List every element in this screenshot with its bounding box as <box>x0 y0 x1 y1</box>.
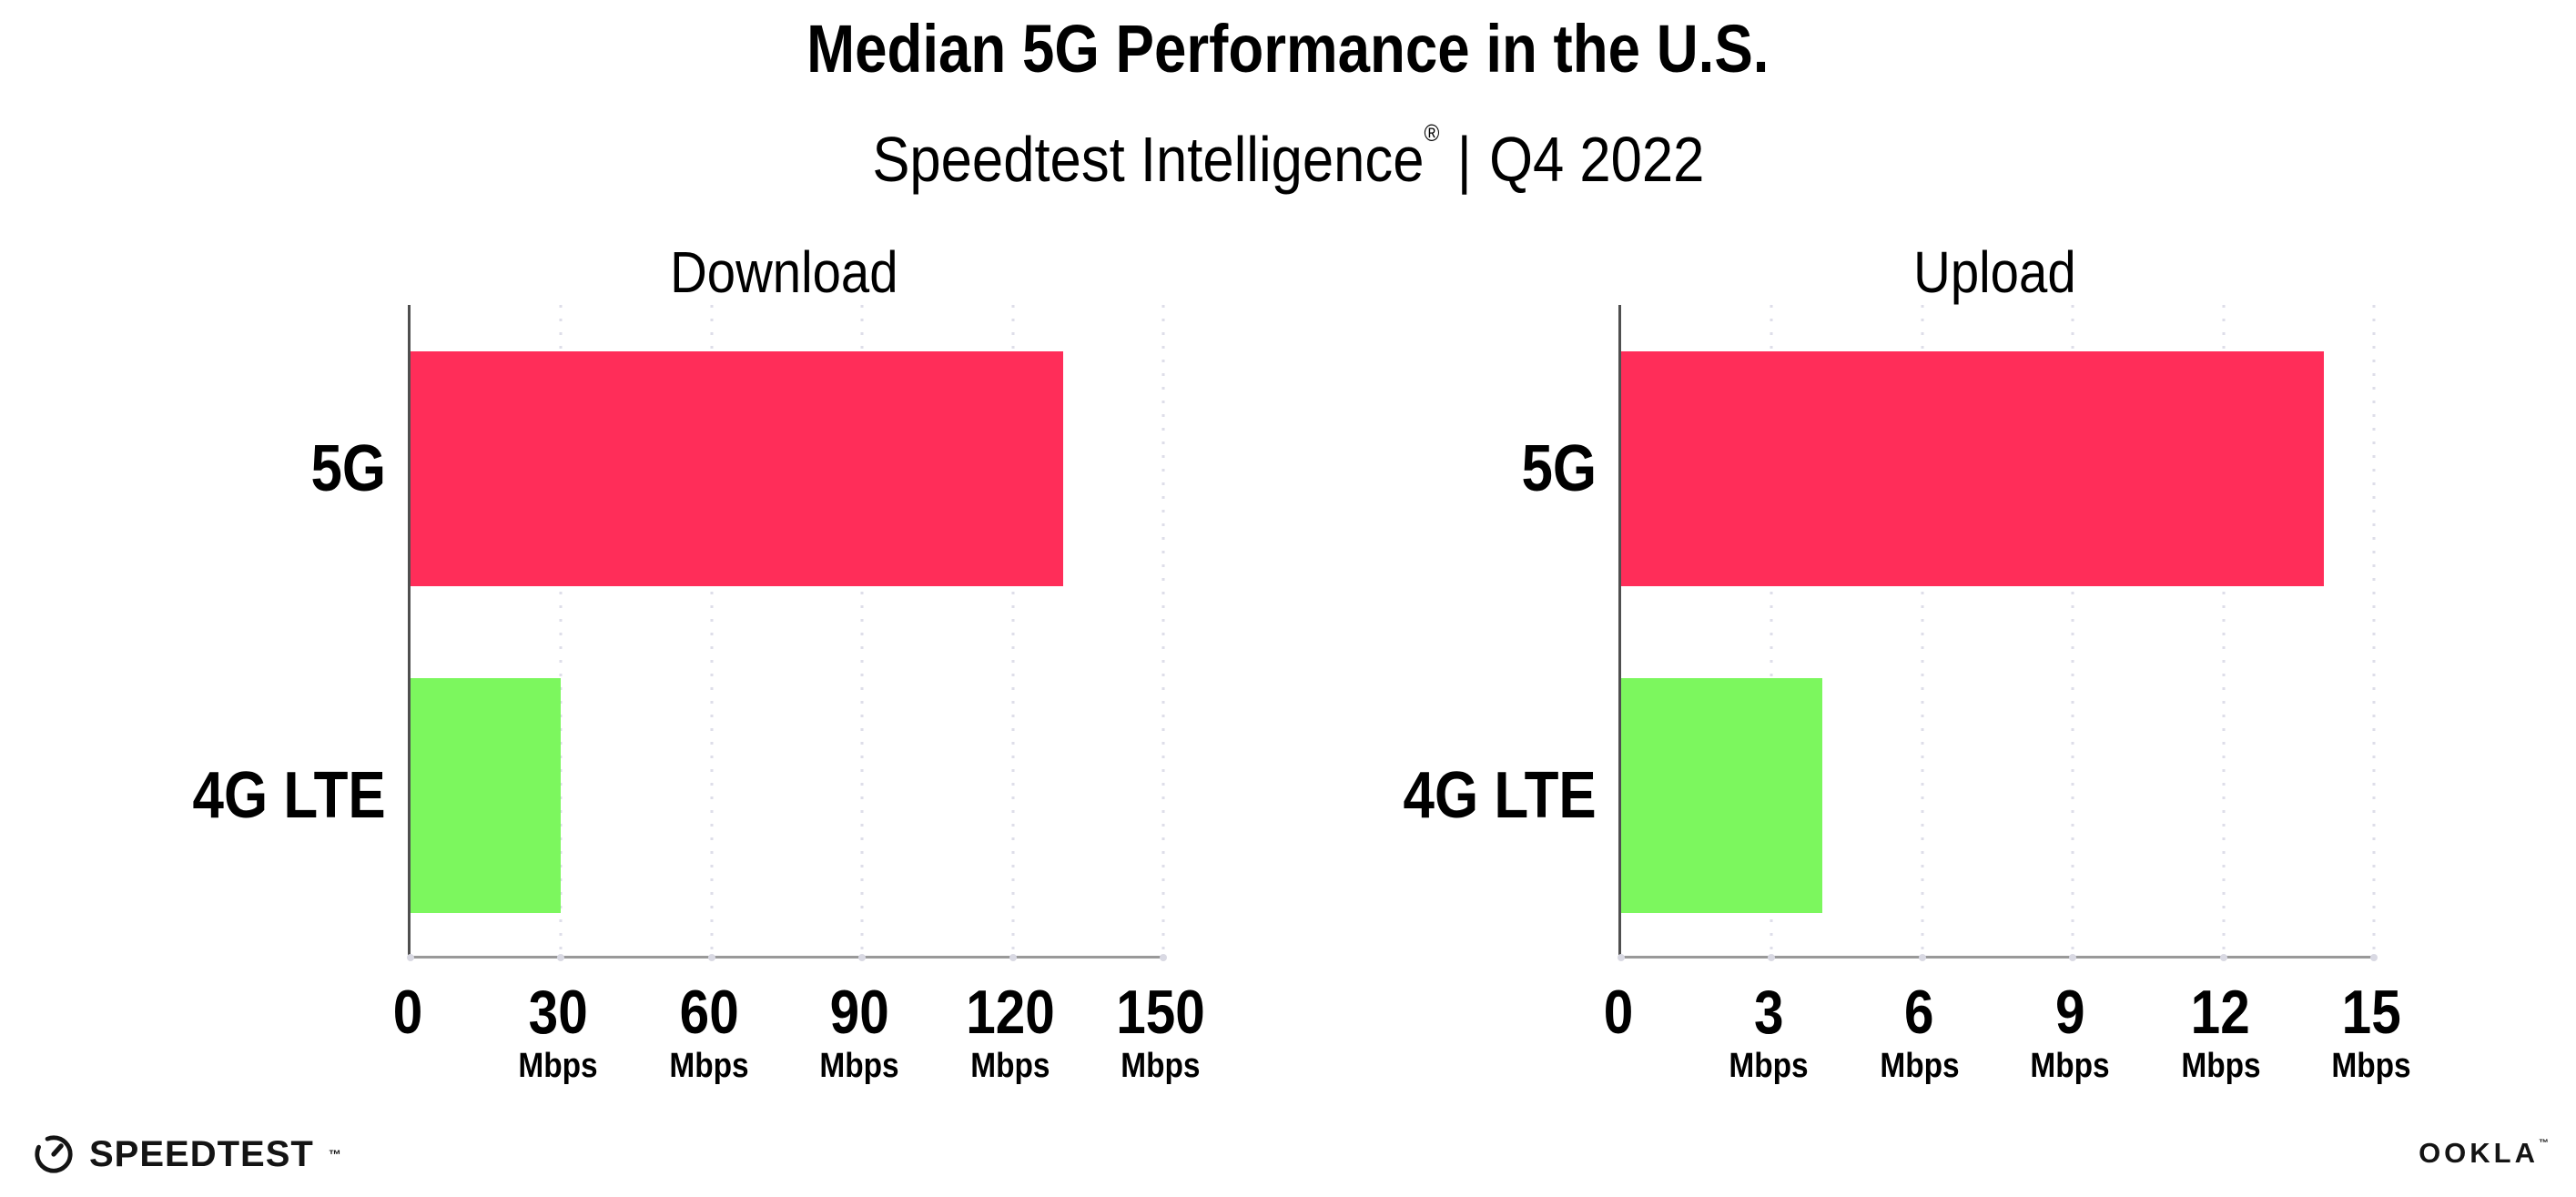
category-label-5g: 5G <box>1347 305 1618 632</box>
gridline-150 <box>1161 305 1165 956</box>
x-tick-value: 120 <box>965 978 1055 1047</box>
upload-x-axis: 0 3 Mbps 6 Mbps 9 Mbps 12 Mbps 15 Mbps <box>1604 980 2411 1108</box>
category-label-text: 5G <box>1521 431 1597 505</box>
bar-4g-lte <box>411 678 562 913</box>
gridline-6 <box>1921 305 1924 956</box>
gridline-15 <box>2372 305 2376 956</box>
x-tick-unit: Mbps <box>518 1047 599 1085</box>
x-tick-6: 6 Mbps <box>1874 980 1964 1084</box>
x-tick-unit: Mbps <box>669 1047 749 1085</box>
x-tick-unit: Mbps <box>2030 1047 2110 1085</box>
x-tick-value: 0 <box>392 978 423 1047</box>
x-tick-9: 9 Mbps <box>2025 980 2115 1084</box>
registered-mark: ® <box>1424 119 1439 147</box>
tick-dot-0 <box>1618 954 1625 961</box>
gridline-9 <box>2071 305 2074 956</box>
upload-plot-row: 5G 4G LTE <box>1347 305 2408 961</box>
x-tick-value: 150 <box>1116 978 1205 1047</box>
bar-4g-lte <box>1621 678 1822 913</box>
page-subtitle-text: Speedtest Intelligence® | Q4 2022 <box>872 93 1704 199</box>
speedometer-icon <box>35 1135 73 1173</box>
category-label-text: 4G LTE <box>1403 758 1597 832</box>
upload-plot-area <box>1618 305 2378 961</box>
gridline-12 <box>2222 305 2226 956</box>
x-tick-value: 6 <box>1904 978 1935 1047</box>
x-tick-value: 60 <box>679 978 739 1047</box>
tick-dot-30 <box>557 954 565 961</box>
bar-5g <box>1621 351 2324 586</box>
ookla-logo: OOKLA™ <box>2419 1137 2549 1170</box>
upload-chart-title: Upload <box>1618 218 2371 305</box>
x-tick-90: 90 Mbps <box>815 980 905 1084</box>
gridline-30 <box>559 305 563 956</box>
category-label-text: 4G LTE <box>192 758 386 832</box>
category-label-4g-lte: 4G LTE <box>137 632 408 959</box>
tick-dot-3 <box>1768 954 1776 961</box>
speedtest-trademark: ™ <box>328 1147 341 1161</box>
x-tick-unit: Mbps <box>1880 1047 1960 1085</box>
upload-chart: Upload 5G 4G LTE 0 3 Mbps 6 Mbps 9 Mbps 12 Mbps 15… <box>1347 218 2411 1129</box>
x-tick-12: 12 Mbps <box>2175 980 2266 1084</box>
tick-dot-90 <box>858 954 867 961</box>
x-tick-value: 30 <box>528 978 588 1047</box>
download-chart: Download 5G 4G LTE 0 30 Mbps 60 Mbps 90 Mbps 120… <box>137 218 1205 1129</box>
upload-y-axis-labels: 5G 4G LTE <box>1347 305 1618 959</box>
category-label-5g: 5G <box>137 305 408 632</box>
x-tick-value: 9 <box>2054 978 2085 1047</box>
category-label-text: 5G <box>310 431 386 505</box>
download-chart-title: Download <box>408 218 1161 305</box>
tick-dot-12 <box>2219 954 2227 961</box>
gridline-3 <box>1770 305 1773 956</box>
speedtest-wordmark: SPEEDTEST <box>89 1133 314 1174</box>
x-tick-unit: Mbps <box>1729 1047 1810 1085</box>
gridline-60 <box>710 305 714 956</box>
x-tick-60: 60 Mbps <box>664 980 754 1084</box>
tick-dot-60 <box>707 954 715 961</box>
page-title: Median 5G Performance in the U.S. <box>0 15 2576 84</box>
x-tick-unit: Mbps <box>2180 1047 2261 1085</box>
gridline-120 <box>1011 305 1015 956</box>
tick-dot-15 <box>2370 954 2378 961</box>
x-tick-value: 3 <box>1754 978 1784 1047</box>
upload-chart-title-text: Upload <box>1913 239 2076 305</box>
x-tick-150: 150 Mbps <box>1109 980 1212 1084</box>
category-label-4g-lte: 4G LTE <box>1347 632 1618 959</box>
bar-5g <box>411 351 1063 586</box>
x-tick-unit: Mbps <box>2331 1047 2411 1085</box>
subtitle-separator: | <box>1456 124 1472 195</box>
download-plot-row: 5G 4G LTE <box>137 305 1197 961</box>
x-tick-value: 0 <box>1603 978 1634 1047</box>
x-tick-3: 3 Mbps <box>1724 980 1814 1084</box>
speedtest-logo: SPEEDTEST ™ <box>33 1133 341 1175</box>
x-tick-unit: Mbps <box>1121 1047 1201 1085</box>
brand-name: Speedtest Intelligence <box>871 124 1425 195</box>
x-tick-0: 0 <box>390 980 425 1044</box>
tick-dot-120 <box>1009 954 1017 961</box>
download-x-axis: 0 30 Mbps 60 Mbps 90 Mbps 120 Mbps 150 Mbps <box>393 980 1205 1108</box>
ookla-trademark: ™ <box>2539 1138 2549 1149</box>
download-chart-title-text: Download <box>670 239 898 305</box>
tick-dot-150 <box>1160 954 1167 961</box>
gridline-90 <box>860 305 864 956</box>
x-tick-value: 12 <box>2191 978 2251 1047</box>
x-tick-120: 120 Mbps <box>958 980 1061 1084</box>
tick-dot-0 <box>407 954 414 961</box>
download-plot-area <box>407 305 1167 961</box>
tick-dot-9 <box>2069 954 2077 961</box>
x-tick-15: 15 Mbps <box>2326 980 2416 1084</box>
ookla-wordmark: OOKLA <box>2419 1137 2539 1169</box>
page-title-text: Median 5G Performance in the U.S. <box>806 11 1770 86</box>
x-tick-unit: Mbps <box>819 1047 899 1085</box>
x-tick-30: 30 Mbps <box>513 980 603 1084</box>
download-y-axis-labels: 5G 4G LTE <box>137 305 408 959</box>
x-tick-value: 15 <box>2341 978 2401 1047</box>
page-subtitle: Speedtest Intelligence® | Q4 2022 <box>0 93 2576 199</box>
x-tick-value: 90 <box>829 978 889 1047</box>
subtitle-period: Q4 2022 <box>1488 124 1705 195</box>
x-tick-unit: Mbps <box>969 1047 1050 1085</box>
x-tick-0: 0 <box>1601 980 1636 1044</box>
tick-dot-6 <box>1918 954 1926 961</box>
